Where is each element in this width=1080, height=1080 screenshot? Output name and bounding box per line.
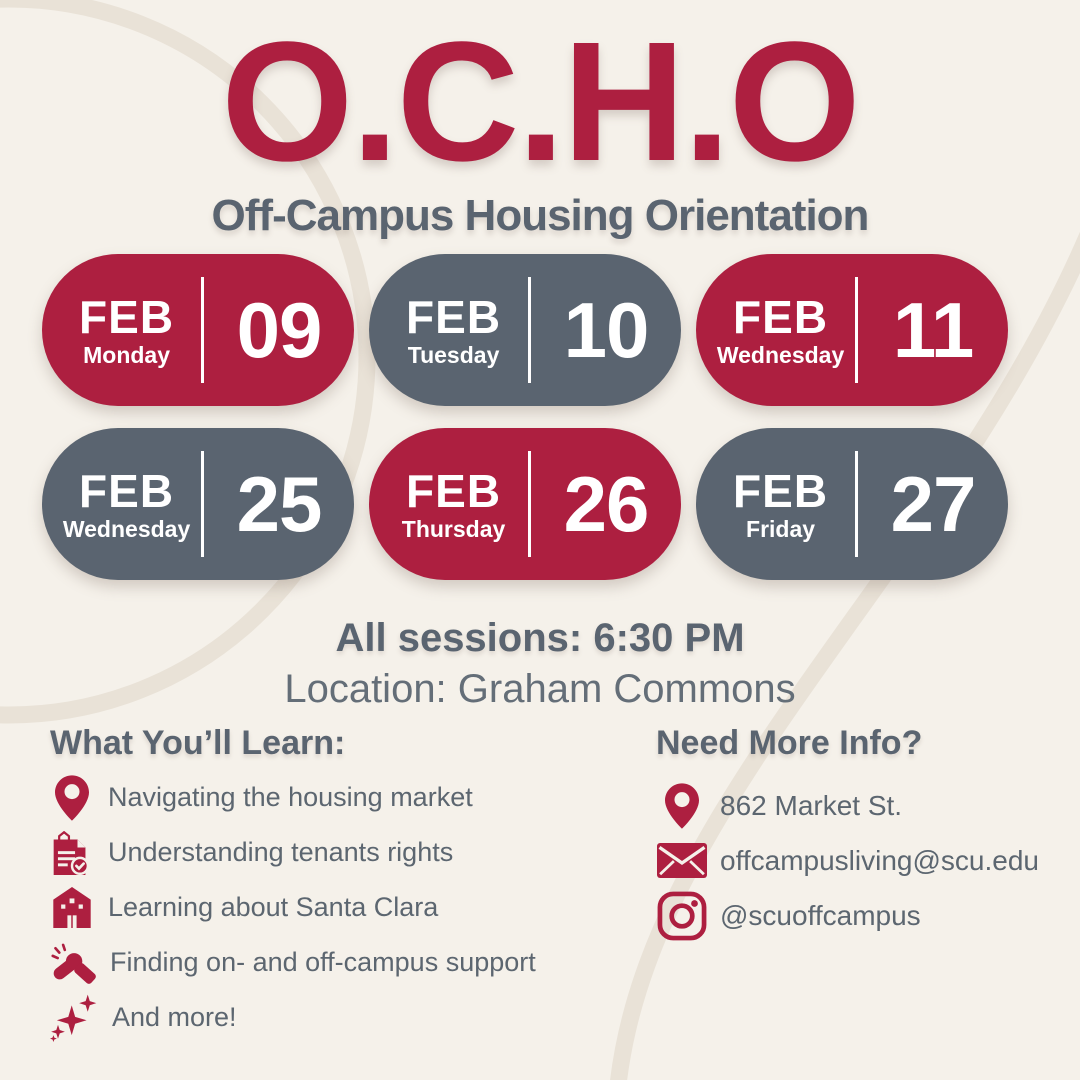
date-divider (855, 451, 859, 557)
date-month: FEB (79, 464, 175, 517)
header: O.C.H.O Off-Campus Housing Orientation (0, 7, 1080, 241)
learn-list: Navigating the housing market Unde (50, 770, 610, 1045)
date-divider (201, 277, 205, 383)
list-item: Finding on- and off-campus support (50, 935, 610, 990)
envelope-icon (656, 843, 708, 878)
date-day: 26 (563, 459, 650, 548)
date-pill-feb-09: FEB Monday 09 (42, 254, 354, 406)
what-youll-learn-section: What You’ll Learn: Navigating the housin… (50, 724, 610, 1045)
info-heading: Need More Info? (656, 724, 923, 762)
instagram-handle-label[interactable]: @scuoffcampus (720, 899, 921, 931)
date-month: FEB (733, 464, 829, 517)
date-month: FEB (733, 290, 829, 343)
list-item: And more! (50, 990, 610, 1045)
date-month: FEB (79, 290, 175, 343)
date-grid: FEB Monday 09 FEB Tuesday 10 FEB Wednesd… (42, 254, 1008, 580)
date-weekday: Tuesday (407, 341, 500, 368)
date-divider (855, 277, 859, 383)
date-day: 10 (563, 285, 650, 374)
page-subtitle: Off-Campus Housing Orientation (211, 190, 870, 240)
list-item-label: And more! (112, 1002, 237, 1032)
instagram-item[interactable]: @scuoffcampus (656, 888, 1056, 943)
date-pill-left: FEB Monday (42, 294, 201, 367)
list-item: Learning about Santa Clara (50, 880, 610, 935)
date-weekday: Thursday (401, 515, 506, 542)
date-month: FEB (406, 290, 502, 343)
date-day: 09 (236, 285, 323, 374)
date-day: 27 (890, 459, 977, 548)
map-pin-icon (656, 782, 708, 829)
date-day: 11 (892, 285, 974, 374)
date-pill-feb-11: FEB Wednesday 11 (696, 254, 1008, 406)
list-item-label: Navigating the housing market (108, 782, 473, 812)
barn-icon (50, 887, 94, 928)
list-item: Navigating the housing market (50, 770, 610, 825)
info-list: 862 Market St. offcampusliving@scu.edu (656, 778, 1056, 943)
date-divider (201, 451, 205, 557)
address-item: 862 Market St. (656, 778, 1056, 833)
session-info: All sessions: 6:30 PM Location: Graham C… (0, 616, 1080, 712)
date-pill-feb-25: FEB Wednesday 25 (42, 428, 354, 580)
date-pill-left: FEB Friday (696, 468, 855, 541)
email-item[interactable]: offcampusliving@scu.edu (656, 833, 1056, 888)
date-month: FEB (406, 464, 502, 517)
date-weekday: Wednesday (716, 341, 845, 368)
date-pill-feb-10: FEB Tuesday 10 (369, 254, 681, 406)
date-divider (528, 451, 532, 557)
address-label: 862 Market St. (720, 789, 903, 821)
session-location: Location: Graham Commons (284, 667, 796, 711)
date-divider (528, 277, 532, 383)
page-title: O.C.H.O (221, 7, 861, 197)
document-check-icon (50, 830, 94, 875)
sparkles-icon (50, 994, 98, 1042)
date-pill-feb-26: FEB Thursday 26 (369, 428, 681, 580)
date-weekday: Wednesday (62, 515, 191, 542)
list-item-label: Finding on- and off-campus support (110, 947, 536, 977)
date-day: 25 (236, 459, 323, 548)
list-item-label: Understanding tenants rights (108, 837, 454, 867)
date-pill-left: FEB Tuesday (369, 294, 528, 367)
handshake-icon (50, 941, 96, 985)
learn-heading: What You’ll Learn: (50, 724, 346, 762)
date-pill-feb-27: FEB Friday 27 (696, 428, 1008, 580)
date-pill-left: FEB Wednesday (42, 468, 201, 541)
need-more-info-section: Need More Info? 862 Market St. offcam (656, 724, 1056, 943)
date-pill-left: FEB Thursday (369, 468, 528, 541)
session-time: All sessions: 6:30 PM (335, 616, 745, 660)
instagram-icon (656, 891, 708, 941)
date-weekday: Monday (83, 341, 170, 368)
date-weekday: Friday (746, 515, 816, 542)
list-item: Understanding tenants rights (50, 825, 610, 880)
list-item-label: Learning about Santa Clara (108, 892, 439, 922)
map-pin-icon (50, 774, 94, 821)
date-pill-left: FEB Wednesday (696, 294, 855, 367)
email-label[interactable]: offcampusliving@scu.edu (720, 844, 1039, 876)
